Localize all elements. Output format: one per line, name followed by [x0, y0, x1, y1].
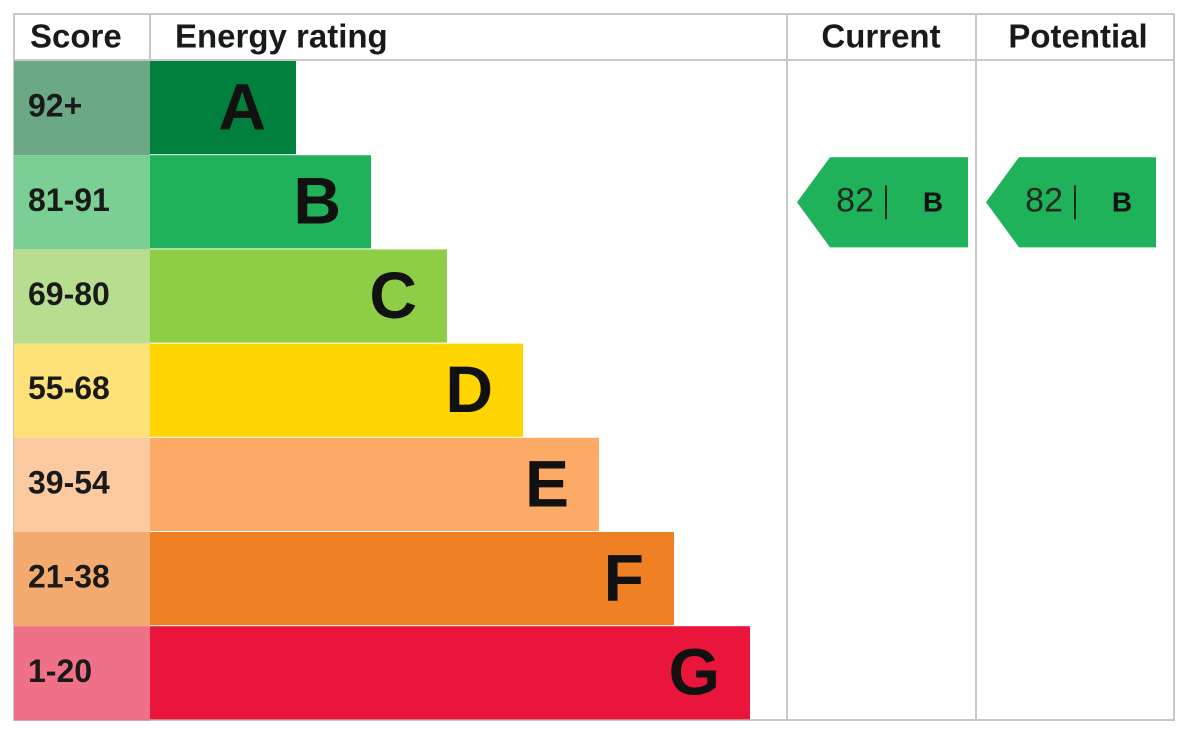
band-score: 21-38 — [28, 559, 110, 595]
score-cell — [14, 532, 150, 627]
band-bar — [150, 532, 674, 626]
band-score: 92+ — [28, 88, 82, 124]
header-score: Score — [30, 18, 122, 55]
current-tag — [797, 157, 968, 248]
score-cell — [14, 437, 150, 532]
score-cell — [14, 626, 150, 721]
band-bar — [150, 61, 296, 155]
band-letter: B — [293, 164, 341, 238]
band-letter: C — [369, 258, 417, 332]
potential-tag — [986, 157, 1156, 248]
header-current: Current — [821, 18, 940, 55]
band-letter: G — [669, 635, 720, 709]
band-score: 55-68 — [28, 370, 110, 406]
potential-letter: B — [1112, 187, 1132, 218]
current-letter: B — [923, 187, 943, 218]
band-letter: A — [218, 70, 266, 144]
band-letter: D — [445, 352, 493, 426]
score-cell — [14, 249, 150, 344]
score-cell — [14, 343, 150, 438]
score-cell — [14, 61, 150, 156]
band-score: 1-20 — [28, 653, 92, 689]
score-cell — [14, 155, 150, 250]
band-letter: E — [525, 446, 569, 520]
header-potential: Potential — [1008, 18, 1147, 55]
band-score: 81-91 — [28, 182, 110, 218]
band-bar — [150, 626, 750, 720]
band-letter: F — [604, 541, 644, 615]
potential-score: 82 — [1025, 181, 1063, 219]
band-bar — [150, 437, 599, 531]
band-score: 69-80 — [28, 276, 110, 312]
band-score: 39-54 — [28, 464, 110, 500]
current-score: 82 — [836, 181, 874, 219]
band-bar — [150, 343, 523, 437]
band-bar — [150, 249, 447, 343]
header-rating: Energy rating — [175, 18, 388, 55]
band-bar — [150, 155, 371, 249]
